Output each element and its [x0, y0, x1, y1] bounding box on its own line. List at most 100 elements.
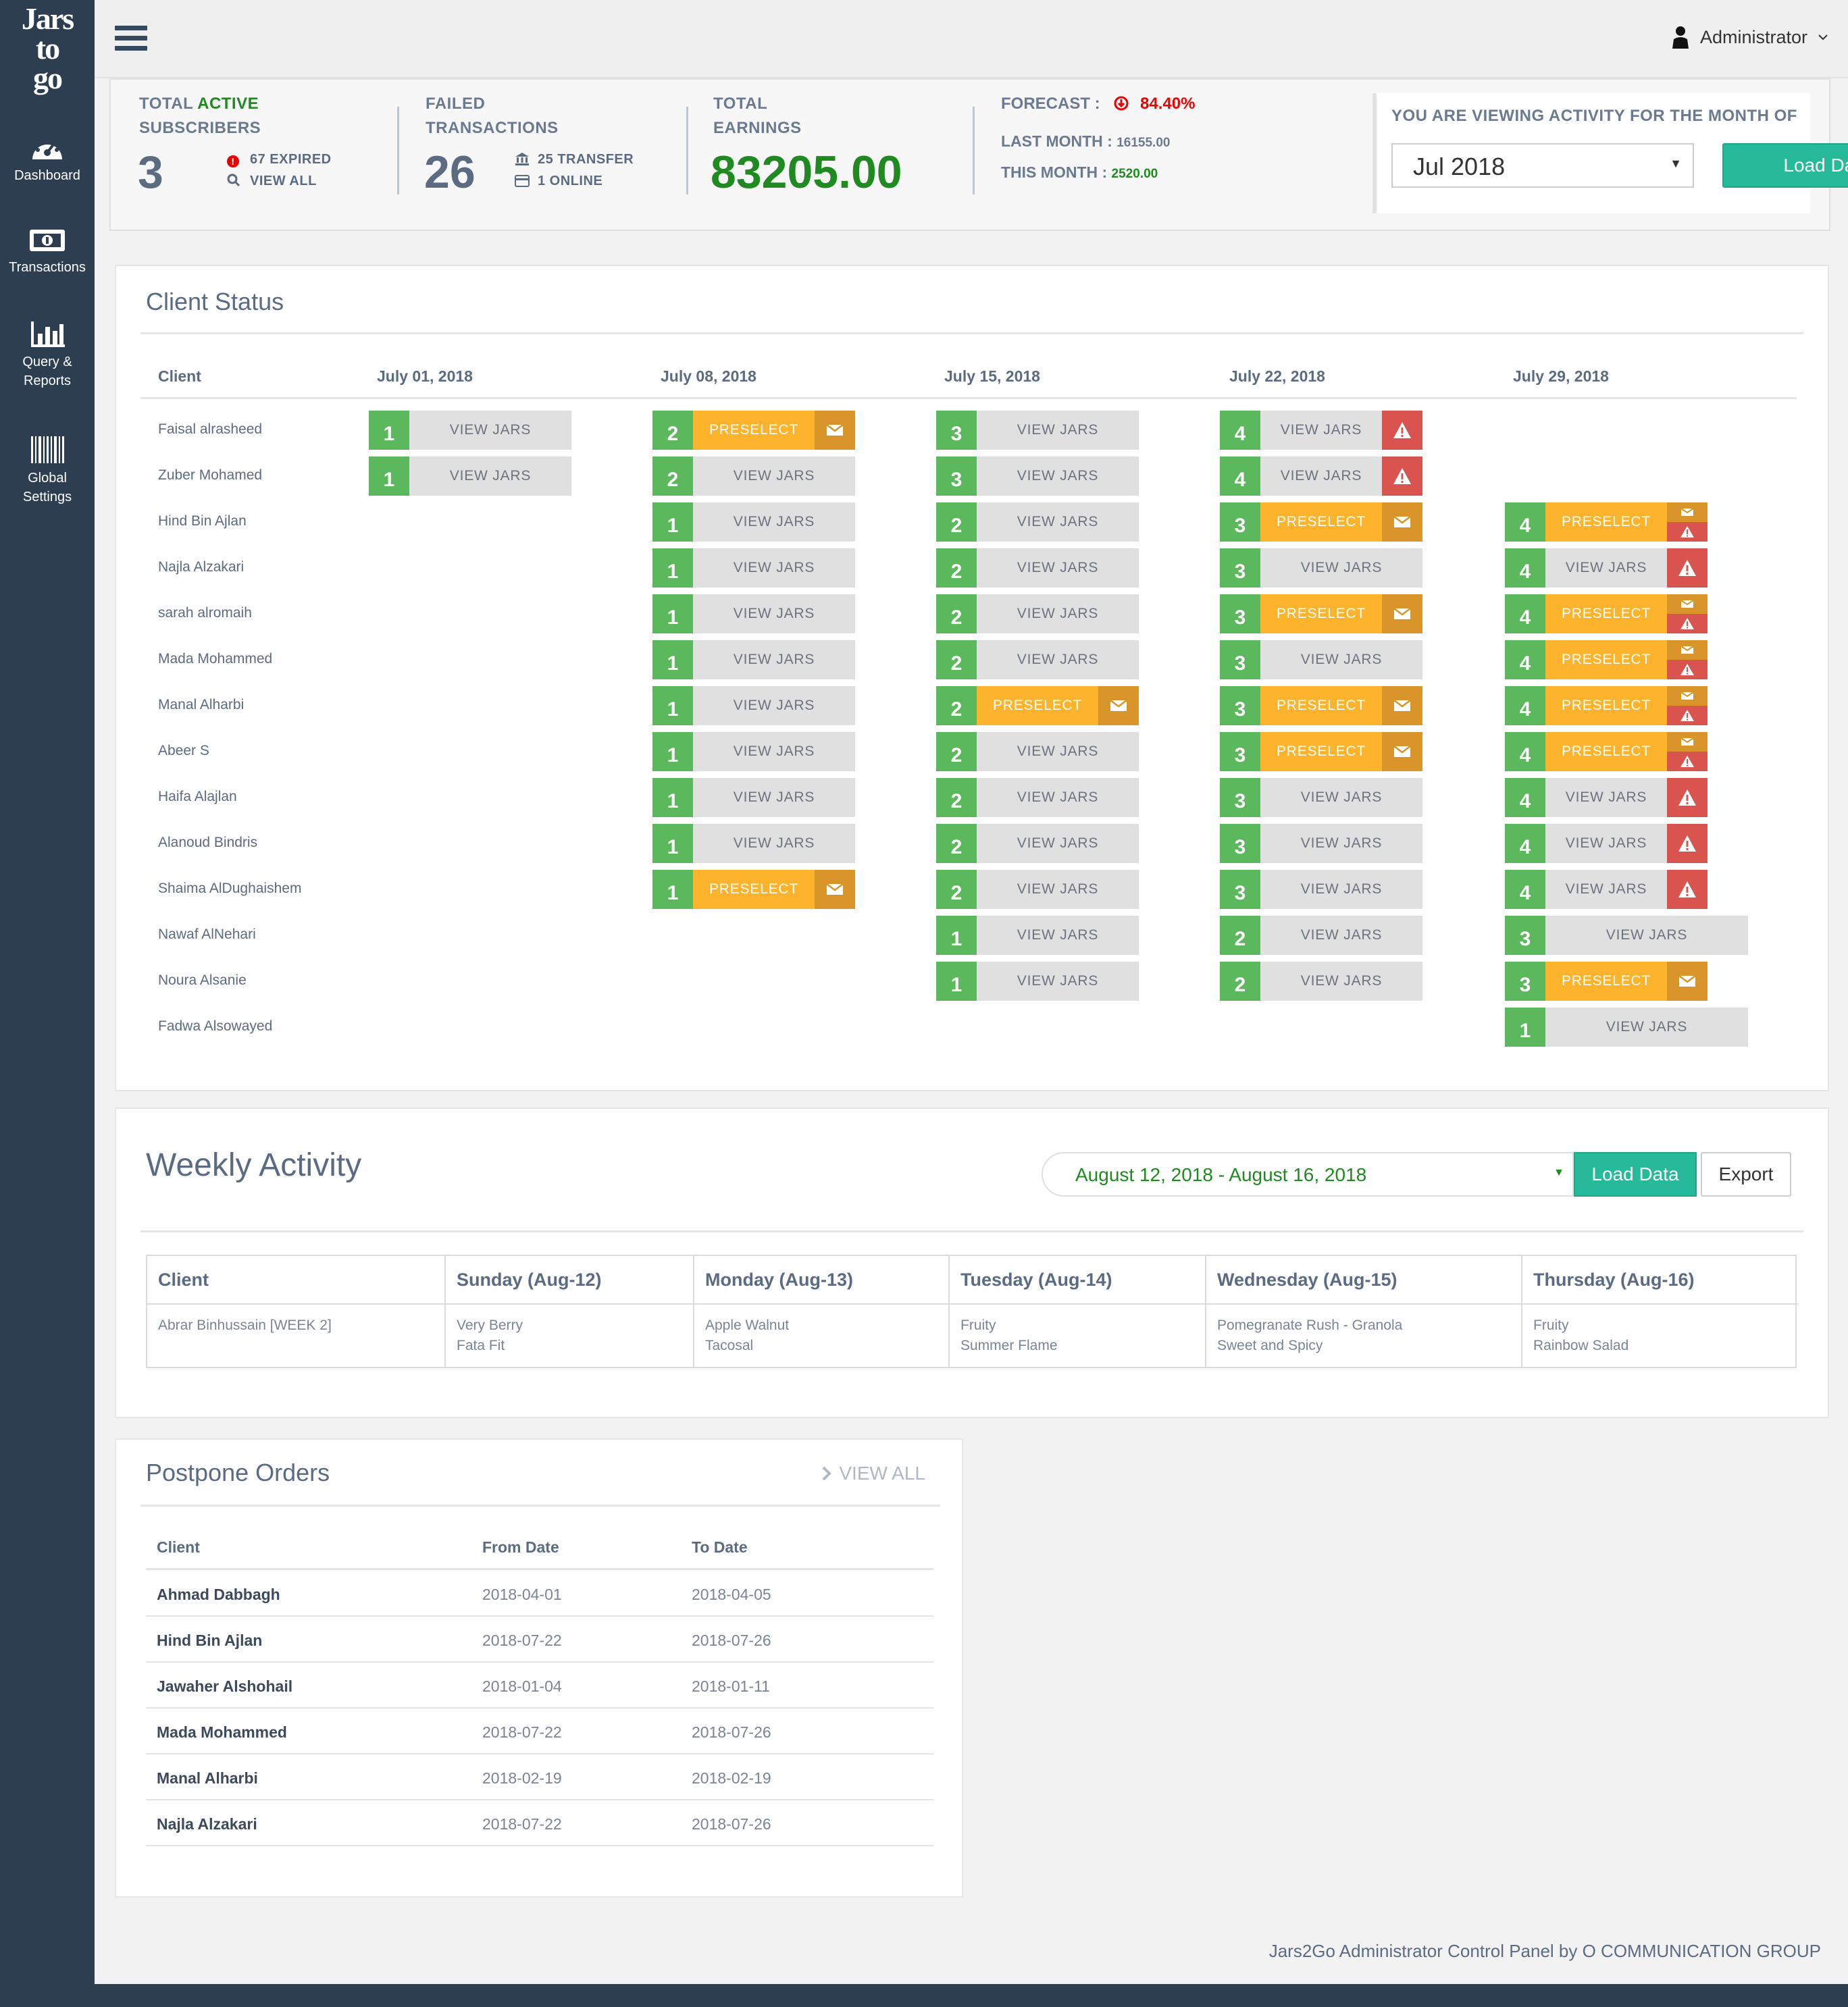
view-jars-button[interactable]: VIEW JARS	[693, 548, 855, 588]
jar-status-cell[interactable]: 3 PRESELECT	[1505, 962, 1708, 1001]
sidebar-item-transactions[interactable]: Transactions	[0, 227, 95, 277]
jar-status-cell[interactable]: 1 VIEW JARS	[652, 824, 855, 863]
warning-badge[interactable]	[1667, 778, 1708, 817]
view-all-subscribers-link[interactable]: VIEW ALL	[227, 170, 317, 192]
jar-status-cell[interactable]: 1 VIEW JARS	[652, 732, 855, 771]
jar-status-cell[interactable]: 3 VIEW JARS	[1220, 640, 1422, 679]
preselect-button[interactable]: PRESELECT	[1545, 640, 1667, 679]
view-jars-button[interactable]: VIEW JARS	[977, 962, 1139, 1001]
view-jars-button[interactable]: VIEW JARS	[977, 594, 1139, 633]
view-jars-button[interactable]: VIEW JARS	[693, 640, 855, 679]
jar-status-cell[interactable]: 4 VIEW JARS	[1505, 778, 1708, 817]
preselect-button[interactable]: PRESELECT	[1260, 594, 1382, 633]
preselect-button[interactable]: PRESELECT	[1545, 594, 1667, 633]
view-jars-button[interactable]: VIEW JARS	[1545, 1008, 1748, 1047]
preselect-button[interactable]: PRESELECT	[1260, 686, 1382, 725]
view-jars-button[interactable]: VIEW JARS	[1545, 824, 1667, 863]
jar-status-cell[interactable]: 1 VIEW JARS	[369, 411, 571, 450]
jar-status-cell[interactable]: 2 PRESELECT	[936, 686, 1139, 725]
email-badge[interactable]	[815, 411, 855, 450]
view-jars-button[interactable]: VIEW JARS	[693, 502, 855, 542]
view-jars-button[interactable]: VIEW JARS	[693, 732, 855, 771]
email-warning-badge[interactable]	[1667, 640, 1708, 679]
postpone-view-all-link[interactable]: VIEW ALL	[821, 1463, 925, 1484]
jar-status-cell[interactable]: 2 PRESELECT	[652, 411, 855, 450]
jar-status-cell[interactable]: 1 VIEW JARS	[936, 962, 1139, 1001]
view-jars-button[interactable]: VIEW JARS	[1260, 640, 1422, 679]
jar-status-cell[interactable]: 1 VIEW JARS	[652, 548, 855, 588]
jar-status-cell[interactable]: 3 VIEW JARS	[936, 457, 1139, 496]
email-badge[interactable]	[1382, 732, 1422, 771]
preselect-button[interactable]: PRESELECT	[693, 411, 815, 450]
sidebar-item-settings[interactable]: Global Settings	[0, 435, 95, 506]
jar-status-cell[interactable]: 3 VIEW JARS	[1220, 548, 1422, 588]
jar-status-cell[interactable]: 1 VIEW JARS	[369, 457, 571, 496]
export-button[interactable]: Export	[1701, 1152, 1791, 1197]
jar-status-cell[interactable]: 4 VIEW JARS	[1505, 548, 1708, 588]
jar-status-cell[interactable]: 4 VIEW JARS	[1220, 411, 1422, 450]
jar-status-cell[interactable]: 4 VIEW JARS	[1220, 457, 1422, 496]
view-jars-button[interactable]: VIEW JARS	[977, 916, 1139, 955]
preselect-button[interactable]: PRESELECT	[693, 870, 815, 909]
view-jars-button[interactable]: VIEW JARS	[693, 686, 855, 725]
jar-status-cell[interactable]: 2 VIEW JARS	[936, 640, 1139, 679]
jar-status-cell[interactable]: 2 VIEW JARS	[936, 548, 1139, 588]
email-warning-badge[interactable]	[1667, 686, 1708, 725]
view-jars-button[interactable]: VIEW JARS	[1260, 916, 1422, 955]
jar-status-cell[interactable]: 4 PRESELECT	[1505, 640, 1708, 679]
view-jars-button[interactable]: VIEW JARS	[977, 824, 1139, 863]
jar-status-cell[interactable]: 3 VIEW JARS	[1220, 824, 1422, 863]
email-badge[interactable]	[1382, 686, 1422, 725]
view-jars-button[interactable]: VIEW JARS	[977, 778, 1139, 817]
brand-logo[interactable]: Jars to go	[11, 3, 84, 105]
view-jars-button[interactable]: VIEW JARS	[1545, 870, 1667, 909]
jar-status-cell[interactable]: 1 VIEW JARS	[936, 916, 1139, 955]
jar-status-cell[interactable]: 4 PRESELECT	[1505, 594, 1708, 633]
view-jars-button[interactable]: VIEW JARS	[977, 870, 1139, 909]
view-jars-button[interactable]: VIEW JARS	[409, 411, 571, 450]
sidebar-item-dashboard[interactable]: Dashboard	[0, 132, 95, 185]
view-jars-button[interactable]: VIEW JARS	[1545, 548, 1667, 588]
view-jars-button[interactable]: VIEW JARS	[1260, 411, 1382, 450]
jar-status-cell[interactable]: 1 VIEW JARS	[652, 502, 855, 542]
jar-status-cell[interactable]: 2 VIEW JARS	[1220, 916, 1422, 955]
view-jars-button[interactable]: VIEW JARS	[693, 457, 855, 496]
jar-status-cell[interactable]: 3 VIEW JARS	[936, 411, 1139, 450]
jar-status-cell[interactable]: 3 PRESELECT	[1220, 502, 1422, 542]
jar-status-cell[interactable]: 1 VIEW JARS	[652, 594, 855, 633]
jar-status-cell[interactable]: 4 VIEW JARS	[1505, 824, 1708, 863]
preselect-button[interactable]: PRESELECT	[1260, 732, 1382, 771]
email-warning-badge[interactable]	[1667, 502, 1708, 542]
view-jars-button[interactable]: VIEW JARS	[977, 457, 1139, 496]
view-jars-button[interactable]: VIEW JARS	[977, 732, 1139, 771]
load-data-button[interactable]: Load Data	[1722, 143, 1848, 188]
jar-status-cell[interactable]: 3 PRESELECT	[1220, 732, 1422, 771]
view-jars-button[interactable]: VIEW JARS	[1260, 778, 1422, 817]
jar-status-cell[interactable]: 4 PRESELECT	[1505, 502, 1708, 542]
email-badge[interactable]	[815, 870, 855, 909]
warning-badge[interactable]	[1667, 870, 1708, 909]
view-jars-button[interactable]: VIEW JARS	[1260, 457, 1382, 496]
jar-status-cell[interactable]: 2 VIEW JARS	[936, 732, 1139, 771]
jar-status-cell[interactable]: 4 PRESELECT	[1505, 686, 1708, 725]
jar-status-cell[interactable]: 2 VIEW JARS	[936, 778, 1139, 817]
preselect-button[interactable]: PRESELECT	[1545, 732, 1667, 771]
email-warning-badge[interactable]	[1667, 594, 1708, 633]
view-jars-button[interactable]: VIEW JARS	[693, 778, 855, 817]
weekly-load-data-button[interactable]: Load Data	[1574, 1152, 1697, 1197]
jar-status-cell[interactable]: 3 VIEW JARS	[1505, 916, 1748, 955]
warning-badge[interactable]	[1667, 548, 1708, 588]
preselect-button[interactable]: PRESELECT	[1545, 502, 1667, 542]
jar-status-cell[interactable]: 1 VIEW JARS	[652, 686, 855, 725]
date-range-select[interactable]: August 12, 2018 - August 16, 2018 ▼	[1042, 1152, 1574, 1197]
jar-status-cell[interactable]: 2 VIEW JARS	[936, 824, 1139, 863]
preselect-button[interactable]: PRESELECT	[1545, 686, 1667, 725]
email-warning-badge[interactable]	[1667, 732, 1708, 771]
email-badge[interactable]	[1382, 502, 1422, 542]
month-select[interactable]: Jul 2018 ▼	[1391, 143, 1694, 188]
jar-status-cell[interactable]: 3 VIEW JARS	[1220, 870, 1422, 909]
preselect-button[interactable]: PRESELECT	[1260, 502, 1382, 542]
jar-status-cell[interactable]: 2 VIEW JARS	[936, 870, 1139, 909]
sidebar-item-reports[interactable]: Query & Reports	[0, 319, 95, 390]
jar-status-cell[interactable]: 4 PRESELECT	[1505, 732, 1708, 771]
